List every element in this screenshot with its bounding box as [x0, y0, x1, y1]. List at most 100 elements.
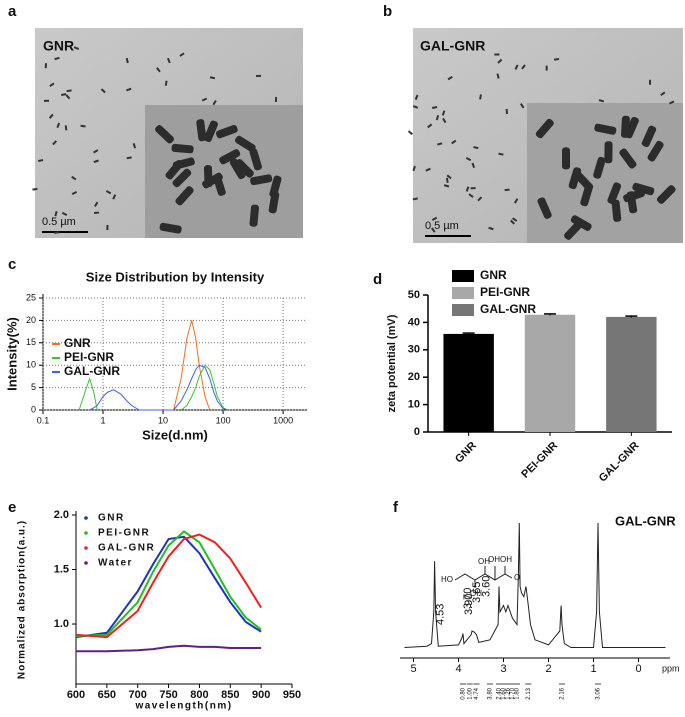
molecule-label: HO [441, 575, 453, 584]
rod [545, 65, 548, 71]
rod [249, 204, 259, 227]
rod [37, 159, 44, 162]
peak-label: 3.60 [480, 576, 492, 597]
molecule-label: O [514, 573, 520, 582]
y-axis-label: Intensity(%) [4, 317, 19, 391]
y-tick-label: 0 [31, 404, 36, 414]
x-tick-label: 0.1 [37, 415, 50, 425]
legend-label: GNR [98, 513, 125, 524]
rod [641, 125, 657, 148]
series-line [173, 320, 211, 411]
bar [443, 333, 494, 432]
rod [593, 156, 606, 179]
panel-label: d [373, 271, 382, 288]
rod [442, 117, 447, 124]
panel-label: c [8, 256, 16, 273]
integral-label: 1.26 [506, 687, 512, 699]
y-tick-label: 20 [26, 315, 36, 325]
rod [65, 94, 71, 100]
y-tick-label: 30 [408, 344, 420, 356]
rod [574, 172, 594, 192]
rod [215, 124, 238, 139]
rod [431, 227, 436, 233]
rod [441, 110, 446, 116]
rod [505, 108, 508, 115]
series-line [75, 533, 262, 639]
rod [498, 152, 504, 156]
legend-swatch [452, 270, 474, 282]
rod [159, 222, 182, 234]
x-tick-label: 1000 [273, 415, 293, 425]
x-tick-label: 100 [216, 415, 231, 425]
rod [175, 186, 194, 206]
rod [196, 119, 207, 142]
rod [468, 193, 474, 198]
series-line [75, 535, 262, 639]
chart-title: Size Distribution by Intensity [86, 269, 265, 284]
rod [93, 159, 99, 163]
rod [470, 187, 476, 190]
x-tick-label: 750 [159, 689, 177, 701]
integral-label: 2.13 [526, 687, 532, 699]
rod [61, 93, 67, 96]
rod [494, 53, 500, 56]
rod [598, 99, 605, 103]
y-axis-label: zeta potential (mV) [386, 314, 398, 412]
rod [66, 89, 72, 93]
rod [504, 188, 510, 192]
rod [125, 57, 129, 64]
x-tick-label: 0 [635, 663, 641, 675]
rod [80, 124, 86, 128]
legend-label: PEI-GNR [98, 528, 150, 539]
rod [437, 142, 443, 146]
rod [94, 201, 99, 207]
integral-label: 1.70 [510, 687, 516, 699]
series-line [404, 522, 666, 648]
molecule-label: OH [488, 555, 500, 564]
legend-swatch [84, 561, 88, 565]
rod [570, 215, 592, 231]
rod [514, 64, 519, 70]
scale-bar-label: 0.5 µm [42, 216, 76, 228]
y-tick-label: 25 [26, 292, 36, 302]
rod [624, 116, 639, 139]
integral-label: 1.00 [467, 687, 473, 699]
y-tick-label: 5 [31, 382, 36, 392]
rod [465, 186, 470, 192]
integral-label: 4.74 [474, 687, 480, 699]
rod [166, 57, 171, 64]
rod [126, 87, 132, 92]
image-label: GAL-GNR [420, 38, 485, 54]
rod [431, 105, 438, 110]
rod [477, 196, 483, 202]
x-tick-label: 800 [190, 689, 208, 701]
rod [497, 58, 503, 64]
rod [56, 122, 61, 129]
peak-label: 3.70 [462, 588, 474, 609]
rod [100, 88, 106, 94]
rod [412, 197, 418, 201]
rod [431, 216, 438, 221]
rod [268, 191, 280, 214]
rod [632, 182, 655, 196]
y-tick-label: 50 [408, 289, 420, 301]
rod [496, 73, 500, 79]
legend-label: GAL-GNR [480, 302, 536, 316]
rod [446, 174, 452, 180]
rod [607, 182, 622, 205]
peak-label: 3.65 [471, 582, 483, 603]
legend-swatch [452, 287, 474, 299]
rod [412, 105, 419, 109]
rod [44, 63, 48, 69]
rod [626, 191, 638, 214]
rod [425, 167, 431, 172]
rod [212, 174, 226, 196]
rod [155, 125, 175, 144]
x-tick-label: 900 [252, 689, 270, 701]
legend-swatch [84, 546, 88, 550]
integral-label: 3.06 [596, 687, 602, 699]
rod [229, 158, 246, 180]
rod [49, 82, 55, 87]
scale-bar-label: 0.5 µm [425, 220, 459, 232]
